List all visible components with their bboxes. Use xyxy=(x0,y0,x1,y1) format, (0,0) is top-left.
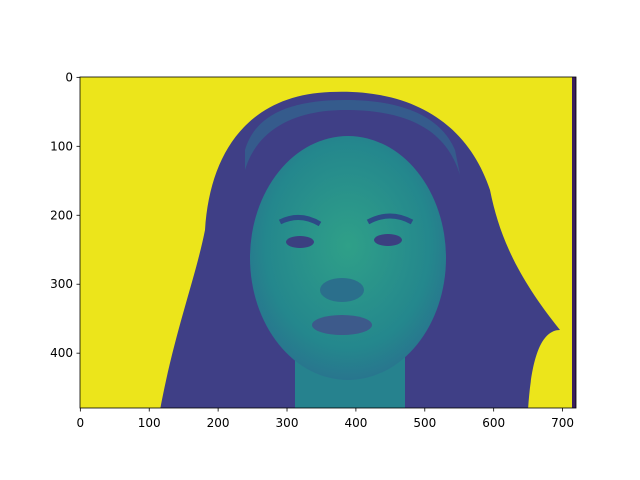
eye xyxy=(286,236,314,248)
x-tick-label: 0 xyxy=(77,416,85,430)
mouth xyxy=(312,315,372,335)
y-tick-label: 200 xyxy=(50,208,73,222)
y-tick-label: 400 xyxy=(50,346,73,360)
y-tick-label: 0 xyxy=(65,70,73,84)
y-tick-label: 300 xyxy=(50,277,73,291)
x-tick-label: 500 xyxy=(413,416,436,430)
face xyxy=(250,136,446,380)
headband xyxy=(245,100,460,175)
eye xyxy=(374,234,402,246)
x-tick-label: 700 xyxy=(551,416,574,430)
image xyxy=(80,77,576,408)
nose xyxy=(320,278,364,302)
x-tick-label: 300 xyxy=(276,416,299,430)
x-tick-label: 600 xyxy=(482,416,505,430)
brow xyxy=(278,215,322,227)
y-tick-label: 100 xyxy=(50,139,73,153)
axes-frame xyxy=(79,76,577,409)
x-tick-label: 100 xyxy=(138,416,161,430)
x-tick-label: 400 xyxy=(344,416,367,430)
brow xyxy=(366,213,414,225)
edge-strip xyxy=(572,77,576,408)
x-tick-label: 200 xyxy=(207,416,230,430)
